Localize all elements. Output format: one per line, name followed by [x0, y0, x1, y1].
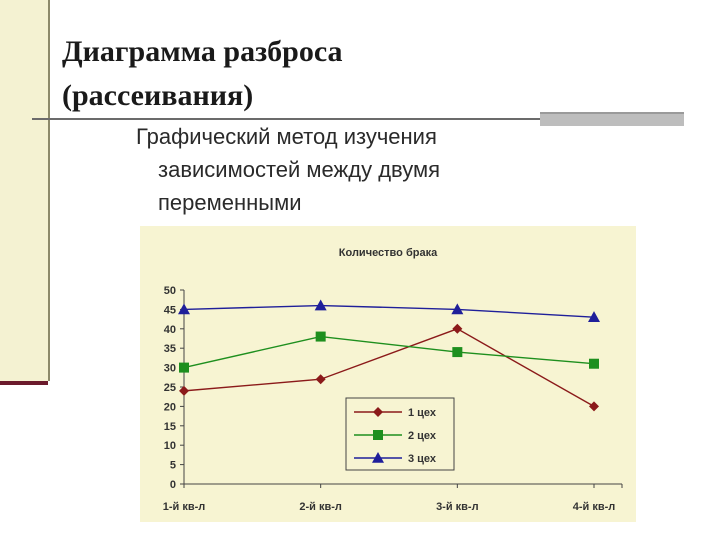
subtitle-line1: Графический метод изучения: [136, 124, 437, 149]
data-point: [588, 311, 600, 322]
data-point: [315, 331, 326, 342]
legend-label: 1 цех: [408, 407, 437, 419]
legend-marker: [372, 452, 384, 463]
x-tick-label: 3-й кв-л: [436, 501, 479, 513]
slide-title-line2: (рассеивания): [62, 79, 254, 112]
legend-marker: [373, 430, 383, 440]
data-point: [315, 374, 326, 385]
y-tick-label: 0: [170, 479, 176, 491]
y-tick-label: 45: [164, 304, 176, 316]
x-tick-label: 4-й кв-л: [573, 501, 616, 513]
data-point: [452, 323, 463, 334]
subtitle-line3: переменными: [158, 190, 302, 215]
legend-label: 3 цех: [408, 453, 437, 465]
line-chart: Количество брака 0 5 10 15 20 25 30 35 40 45 50 1-й …: [163, 247, 623, 513]
data-point: [179, 385, 189, 396]
data-point: [589, 358, 599, 369]
data-point: [452, 347, 463, 358]
legend-label: 2 цех: [408, 430, 437, 442]
x-tick-label: 1-й кв-л: [163, 501, 206, 513]
legend-box: [345, 397, 455, 471]
title-divider-accent: [540, 112, 684, 126]
y-tick-label: 15: [164, 421, 176, 433]
series-line-1: [183, 328, 595, 408]
y-tick-label: 30: [164, 363, 176, 375]
slide-subtitle: Графический метод изучения зависимостей …: [136, 120, 566, 219]
y-tick-label: 5: [170, 460, 176, 472]
chart-title: Количество брака: [339, 247, 438, 259]
series-line-3: [183, 304, 595, 318]
side-decor-accent: [0, 381, 48, 385]
data-point: [179, 362, 189, 373]
y-tick-label: 20: [164, 401, 176, 413]
chart-panel: Количество брака 0 5 10 15 20 25 30 35 40 45 50 1-й …: [140, 226, 636, 522]
y-tick-label: 40: [164, 324, 176, 336]
slide-title-line1: Диаграмма разброса: [62, 35, 343, 68]
series-line-2: [183, 335, 595, 369]
y-tick-label: 10: [164, 440, 176, 452]
data-point: [314, 299, 327, 311]
y-tick-label: 35: [164, 343, 176, 355]
slide-title: Диаграмма разброса (рассеивания): [62, 30, 522, 118]
data-point: [178, 303, 190, 315]
legend-marker: [373, 407, 383, 417]
title-divider: [32, 118, 544, 120]
y-tick-label: 25: [164, 382, 176, 394]
data-point: [589, 401, 599, 412]
side-decor-bar: [0, 0, 50, 381]
x-tick-label: 2-й кв-л: [299, 501, 342, 513]
y-tick-label: 50: [164, 285, 176, 297]
subtitle-line2: зависимостей между двумя: [158, 157, 441, 182]
data-point: [451, 303, 464, 315]
